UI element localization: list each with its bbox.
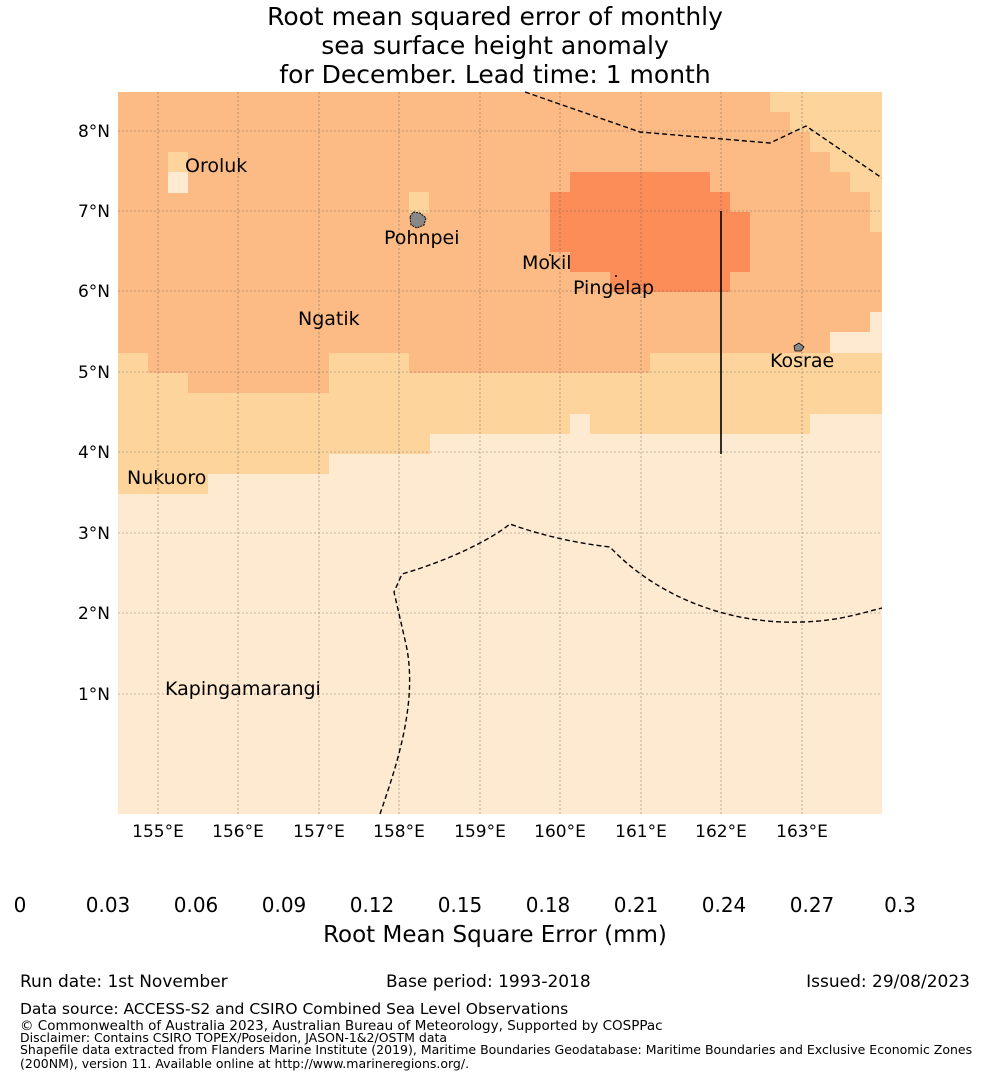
- place-pingelap: Pingelap: [573, 277, 654, 299]
- place-nukuoro: Nukuoro: [127, 467, 206, 489]
- colorbar-tick-3: 0.09: [261, 893, 307, 917]
- lat-label-8: 8°N: [78, 122, 110, 142]
- place-oroluk: Oroluk: [185, 155, 247, 177]
- issued-date: Issued: 29/08/2023: [806, 972, 970, 992]
- lon-label-158: 158°E: [373, 822, 425, 842]
- pingelap-island: [615, 275, 617, 277]
- lon-labels: 155°E 156°E 157°E 158°E 159°E 160°E 161°…: [132, 822, 828, 842]
- colorbar-label: Root Mean Square Error (mm): [323, 922, 667, 948]
- disclaimer: Disclaimer: Contains CSIRO TOPEX/Poseido…: [20, 1030, 448, 1045]
- eez-boundary-south: [379, 523, 883, 815]
- place-mokil: Mokil: [522, 252, 572, 274]
- colorbar-tick-8: 0.24: [701, 893, 747, 917]
- colorbar-tick-7: 0.21: [613, 893, 659, 917]
- place-kosrae: Kosrae: [770, 350, 834, 372]
- colorbar-tick-5: 0.15: [437, 893, 483, 917]
- rmse-grid: [118, 92, 882, 814]
- colorbar-tick-0: 0: [13, 893, 27, 917]
- lat-label-6: 6°N: [78, 282, 110, 302]
- field-cell-east-4n: [810, 414, 882, 434]
- kosrae-island: [793, 342, 805, 352]
- base-period: Base period: 1993-2018: [386, 972, 591, 992]
- colorbar-tick-1: 0.03: [85, 893, 131, 917]
- lat-label-1: 1°N: [78, 685, 110, 705]
- field-cell-oroluk-2: [168, 172, 188, 193]
- colorbar-tick-6: 0.18: [525, 893, 571, 917]
- field-cell-pohnpei: [409, 192, 429, 213]
- pohnpei-island: [409, 211, 427, 229]
- title-line-2: sea surface height anomaly: [321, 31, 669, 60]
- lon-label-160: 160°E: [534, 822, 586, 842]
- mokil-island: [549, 254, 551, 256]
- lat-labels: 8°N 7°N 6°N 5°N 4°N 3°N 2°N 1°N: [78, 122, 110, 705]
- place-kapingamarangi: Kapingamarangi: [165, 678, 321, 700]
- field-cell-low-4n: [570, 414, 590, 434]
- lon-label-157: 157°E: [293, 822, 345, 842]
- place-ngatik: Ngatik: [298, 308, 360, 330]
- colorbar-tick-10: 0.3: [884, 893, 916, 917]
- lon-label-162: 162°E: [695, 822, 747, 842]
- lat-label-3: 3°N: [78, 524, 110, 544]
- lat-label-5: 5°N: [78, 363, 110, 383]
- shapefile-credit: Shapefile data extracted from Flanders M…: [20, 1043, 980, 1071]
- colorbar-tick-2: 0.06: [173, 893, 219, 917]
- colorbar-tick-9: 0.27: [789, 893, 835, 917]
- copyright: © Commonwealth of Australia 2023, Austra…: [20, 1018, 663, 1034]
- islands: [409, 211, 805, 352]
- chart-title: Root mean squared error of monthly sea s…: [0, 2, 990, 89]
- eez-boundaries: [379, 91, 883, 815]
- lon-label-163: 163°E: [776, 822, 828, 842]
- lon-label-161: 161°E: [615, 822, 667, 842]
- lat-label-4: 4°N: [78, 443, 110, 463]
- colorbar-tick-4: 0.12: [349, 893, 395, 917]
- lon-label-155: 155°E: [132, 822, 184, 842]
- lat-label-2: 2°N: [78, 604, 110, 624]
- lon-label-156: 156°E: [212, 822, 264, 842]
- title-line-3: for December. Lead time: 1 month: [279, 60, 711, 89]
- field-band-2-ne: [770, 92, 882, 232]
- place-pohnpei: Pohnpei: [384, 227, 460, 249]
- lat-label-7: 7°N: [78, 202, 110, 222]
- field-band-3: [118, 92, 882, 393]
- eez-boundary-north: [524, 91, 883, 179]
- shapefile-credit-line-2: (200NM), version 11. Available online at…: [20, 1056, 470, 1071]
- run-date: Run date: 1st November: [20, 972, 228, 992]
- rmse-map: Oroluk Pohnpei Mokil Pingelap Ngatik Kos…: [78, 91, 883, 842]
- data-source: Data source: ACCESS-S2 and CSIRO Combine…: [20, 1000, 569, 1018]
- field-band-4: [550, 172, 750, 292]
- title-line-1: Root mean squared error of monthly: [267, 2, 723, 31]
- lon-label-159: 159°E: [454, 822, 506, 842]
- shapefile-credit-line-1: Shapefile data extracted from Flanders M…: [20, 1042, 973, 1057]
